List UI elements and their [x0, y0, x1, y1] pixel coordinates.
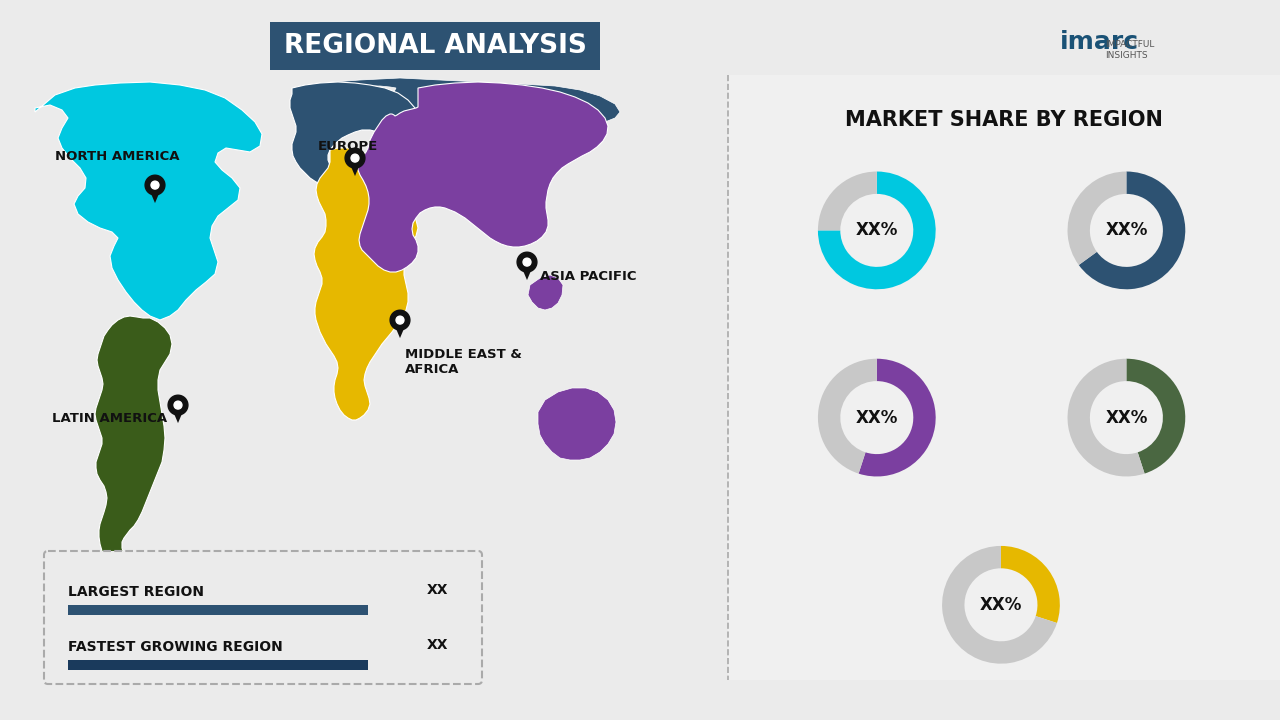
Wedge shape — [818, 171, 936, 289]
Polygon shape — [314, 148, 424, 420]
Text: REGIONAL ANALYSIS: REGIONAL ANALYSIS — [284, 33, 586, 59]
Text: NORTH AMERICA: NORTH AMERICA — [55, 150, 179, 163]
Text: LARGEST REGION: LARGEST REGION — [68, 585, 204, 599]
Text: XX%: XX% — [855, 222, 899, 239]
Bar — [68, 660, 369, 670]
Circle shape — [151, 181, 159, 189]
Wedge shape — [1079, 171, 1185, 289]
Text: XX: XX — [426, 638, 448, 652]
Circle shape — [351, 154, 358, 162]
Polygon shape — [35, 82, 262, 320]
Circle shape — [390, 310, 410, 330]
Polygon shape — [358, 82, 608, 272]
Polygon shape — [95, 316, 172, 584]
Text: XX%: XX% — [855, 409, 899, 426]
Text: IMPACTFUL
INSIGHTS: IMPACTFUL INSIGHTS — [1105, 40, 1155, 60]
Text: XX%: XX% — [979, 595, 1023, 613]
Wedge shape — [1001, 546, 1060, 623]
Polygon shape — [393, 320, 407, 338]
Text: XX%: XX% — [1105, 222, 1148, 239]
Polygon shape — [291, 82, 419, 184]
Text: EUROPE: EUROPE — [317, 140, 379, 153]
Text: ASIA PACIFIC: ASIA PACIFIC — [540, 270, 636, 283]
Text: MARKET SHARE BY REGION: MARKET SHARE BY REGION — [845, 110, 1164, 130]
Text: XX%: XX% — [1105, 409, 1148, 426]
Text: MIDDLE EAST &
AFRICA: MIDDLE EAST & AFRICA — [404, 348, 522, 376]
Polygon shape — [294, 78, 620, 124]
Bar — [68, 605, 369, 615]
Wedge shape — [818, 359, 877, 474]
Wedge shape — [818, 171, 877, 230]
Text: imarc: imarc — [1060, 30, 1139, 54]
Polygon shape — [147, 185, 163, 203]
Circle shape — [346, 148, 365, 168]
Circle shape — [517, 252, 536, 272]
Polygon shape — [529, 275, 563, 310]
Wedge shape — [1068, 171, 1126, 265]
Wedge shape — [942, 546, 1057, 664]
Text: XX: XX — [426, 583, 448, 597]
Text: LATIN AMERICA: LATIN AMERICA — [52, 412, 168, 425]
Polygon shape — [170, 405, 186, 423]
Polygon shape — [520, 262, 535, 280]
Text: FASTEST GROWING REGION: FASTEST GROWING REGION — [68, 640, 283, 654]
Wedge shape — [859, 359, 936, 477]
Circle shape — [174, 401, 182, 409]
FancyBboxPatch shape — [44, 551, 483, 684]
Circle shape — [168, 395, 188, 415]
Bar — [728, 75, 1280, 680]
FancyBboxPatch shape — [270, 22, 600, 70]
Circle shape — [145, 175, 165, 195]
Circle shape — [524, 258, 531, 266]
Circle shape — [396, 316, 404, 324]
Polygon shape — [538, 388, 616, 460]
Wedge shape — [1126, 359, 1185, 474]
Polygon shape — [347, 158, 362, 176]
Wedge shape — [1068, 359, 1144, 477]
